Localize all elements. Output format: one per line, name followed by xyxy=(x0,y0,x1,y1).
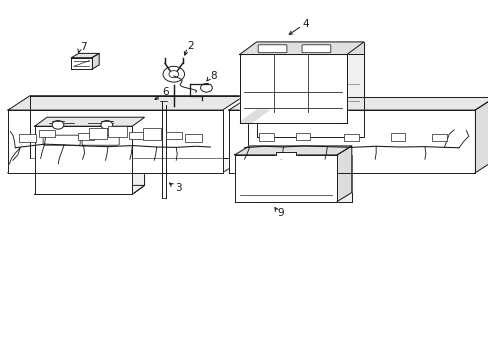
FancyBboxPatch shape xyxy=(344,134,358,141)
Polygon shape xyxy=(239,42,363,54)
Polygon shape xyxy=(8,110,222,173)
FancyBboxPatch shape xyxy=(89,128,107,139)
Polygon shape xyxy=(8,158,244,173)
FancyBboxPatch shape xyxy=(78,133,94,140)
Polygon shape xyxy=(228,98,488,110)
Polygon shape xyxy=(228,110,474,173)
Text: 5: 5 xyxy=(311,152,318,162)
Circle shape xyxy=(163,66,184,82)
Circle shape xyxy=(52,121,64,129)
Text: 6: 6 xyxy=(162,87,168,98)
Polygon shape xyxy=(234,155,336,202)
Circle shape xyxy=(200,84,212,92)
FancyBboxPatch shape xyxy=(302,45,330,53)
FancyBboxPatch shape xyxy=(82,135,119,145)
FancyBboxPatch shape xyxy=(295,133,310,140)
Polygon shape xyxy=(336,146,351,202)
FancyBboxPatch shape xyxy=(390,134,405,140)
Text: 4: 4 xyxy=(302,19,308,29)
Polygon shape xyxy=(234,146,351,155)
FancyBboxPatch shape xyxy=(43,135,80,145)
FancyBboxPatch shape xyxy=(165,132,182,139)
Polygon shape xyxy=(239,110,268,123)
Polygon shape xyxy=(35,117,144,126)
FancyBboxPatch shape xyxy=(258,45,286,53)
FancyBboxPatch shape xyxy=(108,126,127,137)
Circle shape xyxy=(101,121,112,129)
Polygon shape xyxy=(256,54,363,137)
Circle shape xyxy=(168,71,178,78)
Polygon shape xyxy=(35,126,132,194)
Text: 1: 1 xyxy=(97,131,104,141)
Text: 2: 2 xyxy=(187,41,194,50)
Text: 3: 3 xyxy=(175,183,182,193)
FancyBboxPatch shape xyxy=(39,130,55,137)
Text: 9: 9 xyxy=(277,208,284,219)
FancyBboxPatch shape xyxy=(142,129,161,140)
Text: 7: 7 xyxy=(80,42,87,51)
Polygon shape xyxy=(132,117,144,194)
FancyBboxPatch shape xyxy=(259,134,273,140)
Polygon shape xyxy=(474,98,488,173)
FancyBboxPatch shape xyxy=(129,132,145,139)
FancyBboxPatch shape xyxy=(184,134,201,141)
Polygon shape xyxy=(71,58,92,69)
Polygon shape xyxy=(71,53,99,58)
FancyBboxPatch shape xyxy=(19,134,36,141)
Polygon shape xyxy=(92,53,99,69)
Polygon shape xyxy=(239,54,346,123)
Polygon shape xyxy=(249,155,351,202)
Polygon shape xyxy=(35,185,144,194)
FancyBboxPatch shape xyxy=(431,134,446,141)
Polygon shape xyxy=(8,96,244,110)
Text: 8: 8 xyxy=(209,71,216,81)
Polygon shape xyxy=(275,152,296,158)
Polygon shape xyxy=(256,42,363,54)
